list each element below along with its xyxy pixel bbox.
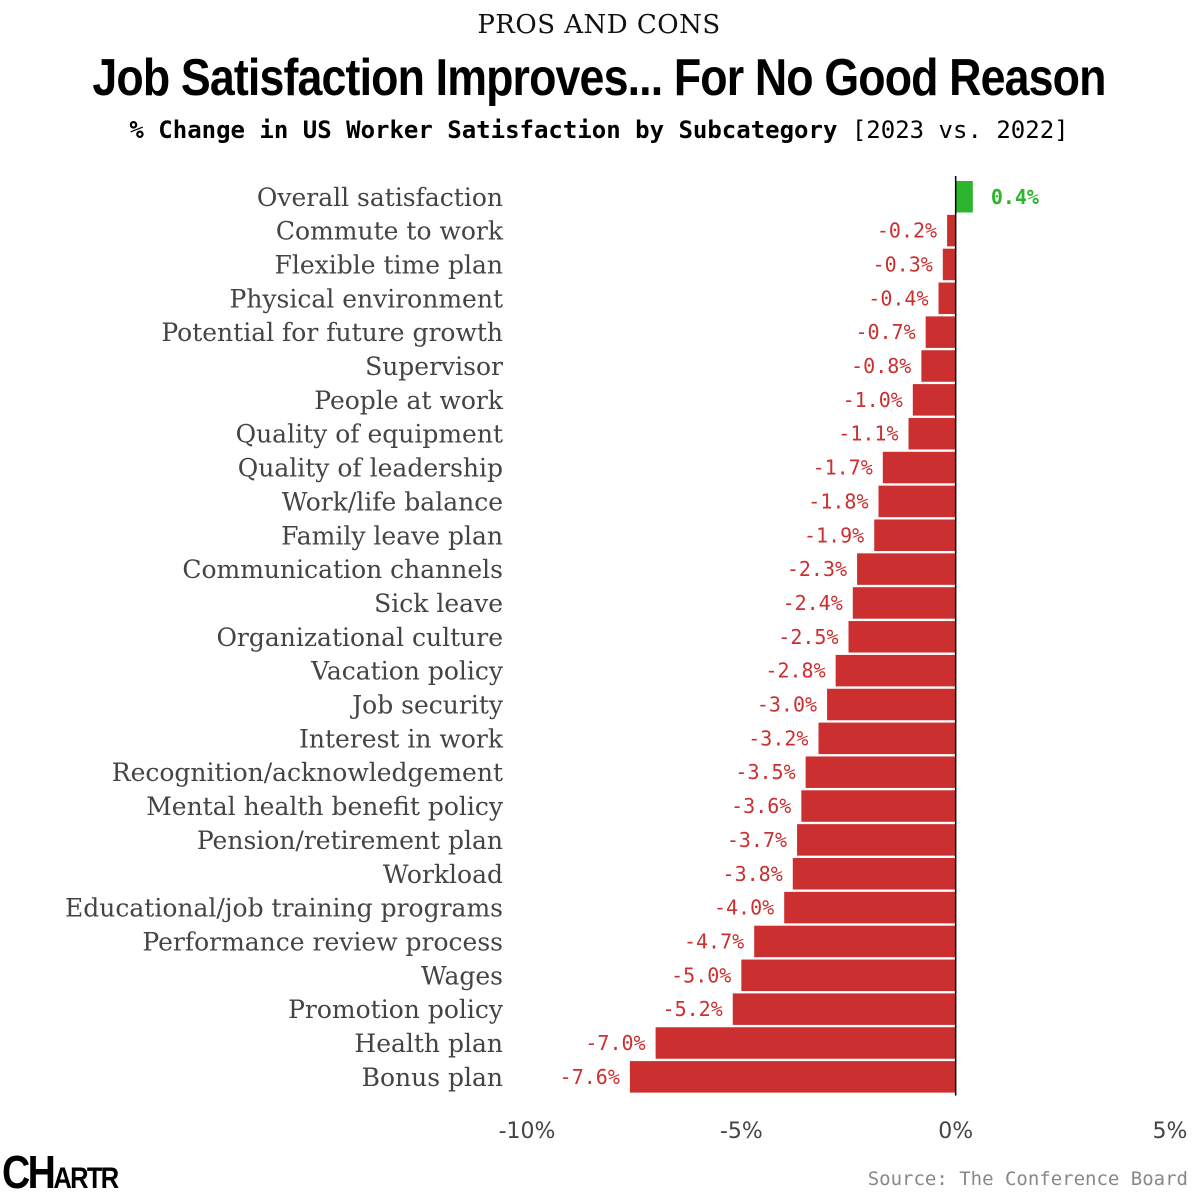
value-label: -7.6% [560, 1065, 620, 1089]
value-label: -0.2% [877, 219, 937, 243]
bar [878, 485, 956, 518]
value-label: -0.3% [873, 252, 933, 276]
value-label: -5.0% [671, 963, 731, 987]
category-label: Bonus plan [362, 1063, 503, 1092]
category-label: Quality of leadership [238, 454, 503, 483]
bar [732, 993, 956, 1025]
bar [912, 384, 956, 416]
value-label: -1.9% [804, 523, 864, 547]
category-label: Workload [383, 860, 503, 889]
value-label: -2.4% [783, 591, 843, 615]
category-label: Vacation policy [310, 657, 504, 686]
bar [754, 925, 956, 958]
category-label: Flexible time plan [275, 250, 503, 279]
x-tick-label: 5% [1153, 1119, 1188, 1144]
value-label: -0.7% [855, 320, 915, 344]
bar [827, 688, 956, 721]
category-label: Organizational culture [216, 623, 503, 652]
value-label: -3.5% [735, 760, 795, 784]
value-label: -3.7% [727, 828, 787, 852]
value-label: -0.4% [868, 286, 928, 310]
value-label: 0.4% [991, 185, 1039, 209]
value-label: -3.0% [757, 693, 817, 717]
bar [835, 654, 956, 687]
value-label: -1.7% [813, 456, 873, 480]
bar [857, 553, 956, 585]
bar [801, 790, 956, 822]
category-label: Educational/job training programs [65, 894, 503, 923]
logo-small-text: ARTR [53, 1162, 119, 1195]
subtitle-bracket: [2023 vs. 2022] [851, 116, 1069, 144]
category-label: Pension/retirement plan [197, 826, 503, 855]
category-label: Health plan [354, 1029, 503, 1058]
category-label: Mental health benefit policy [146, 792, 504, 821]
category-label: Recognition/acknowledgement [112, 758, 503, 787]
subtitle-main: % Change in US Worker Satisfaction by Su… [129, 116, 838, 144]
value-label: -3.2% [748, 726, 808, 750]
category-label: Commute to work [276, 217, 504, 246]
value-label: -3.8% [723, 862, 783, 886]
value-label: -1.8% [808, 489, 868, 513]
bar [955, 181, 973, 213]
x-tick-label: -5% [720, 1119, 763, 1144]
category-label: Potential for future growth [161, 318, 503, 347]
bar [792, 858, 956, 890]
value-label: -3.6% [731, 794, 791, 818]
value-label: -4.0% [714, 896, 774, 920]
kicker: PROS AND CONS [477, 10, 721, 40]
category-label: Physical environment [230, 284, 504, 313]
bar [805, 756, 956, 788]
bar [908, 417, 956, 450]
category-label: People at work [314, 386, 504, 415]
category-label: Sick leave [374, 589, 503, 618]
category-label: Quality of equipment [236, 420, 503, 449]
chart-subtitle: % Change in US Worker Satisfaction by Su… [0, 116, 1198, 144]
bar [882, 451, 956, 484]
bar [852, 587, 956, 619]
source-note: Source: The Conference Board [867, 1168, 1188, 1190]
chartr-logo: CHARTR [2, 1145, 119, 1198]
chart-title: Job Satisfaction Improves... For No Good… [92, 49, 1106, 107]
value-label: -2.8% [765, 659, 825, 683]
bar [629, 1061, 956, 1093]
bar [874, 519, 956, 551]
category-label: Interest in work [299, 724, 504, 753]
bar [848, 621, 956, 653]
bar [784, 891, 956, 924]
category-label: Performance review process [142, 927, 503, 956]
value-label: -5.2% [663, 997, 723, 1021]
bar [741, 959, 956, 992]
bar [818, 722, 956, 755]
category-label: Supervisor [365, 352, 503, 381]
category-label: Overall satisfaction [257, 183, 503, 212]
logo-big-text: CH [2, 1146, 56, 1198]
bar [655, 1027, 956, 1059]
category-label: Family leave plan [281, 521, 503, 550]
value-label: -1.0% [843, 388, 903, 412]
x-tick-label: -10% [499, 1119, 556, 1144]
value-label: -4.7% [684, 929, 744, 953]
bar [921, 350, 956, 382]
category-label: Work/life balance [282, 487, 503, 516]
bar [942, 248, 956, 281]
x-tick-label: 0% [938, 1119, 973, 1144]
bar [925, 316, 956, 348]
value-label: -7.0% [585, 1031, 645, 1055]
category-label: Promotion policy [288, 995, 504, 1024]
category-label: Job security [349, 691, 504, 720]
category-label: Wages [421, 961, 503, 990]
category-label: Communication channels [182, 555, 503, 584]
bar [938, 282, 956, 315]
bar [797, 824, 956, 856]
value-label: -2.5% [778, 625, 838, 649]
bar [947, 214, 956, 247]
value-label: -0.8% [851, 354, 911, 378]
value-label: -2.3% [787, 557, 847, 581]
value-label: -1.1% [838, 422, 898, 446]
